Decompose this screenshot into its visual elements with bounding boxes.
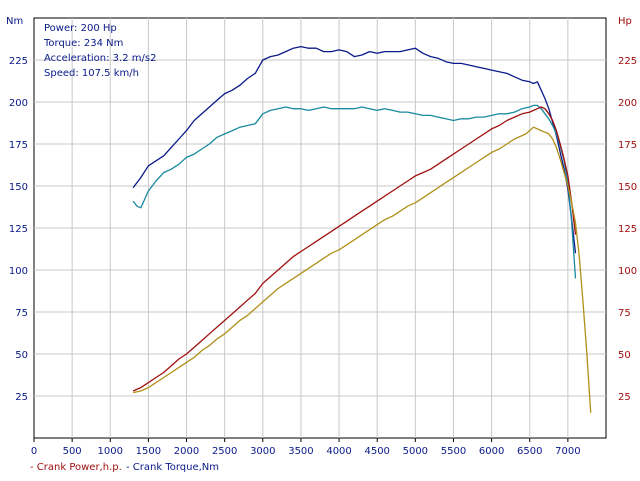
y-tick-label-right: 50 [618, 350, 631, 361]
legend: - Crank Power,h.p. - Crank Torque,Nm [30, 462, 219, 473]
series-line-0 [132, 45, 577, 254]
info-torque: Torque: 234 Nm [43, 38, 123, 49]
x-tick-label: 6500 [517, 446, 542, 457]
info-box: Power: 200 Hp Torque: 234 Nm Acceleratio… [43, 23, 156, 79]
y-tick-label-right: 25 [618, 392, 631, 403]
y-tick-label-left: 25 [15, 392, 28, 403]
y-tick-label-left: 175 [9, 140, 28, 151]
axis-ticks: 0 500 1000 1500 2000 2500 3000 3500 4000 4500 5000… [9, 56, 637, 457]
legend-crank-torque: - Crank Torque,Nm [126, 462, 219, 473]
y-tick-label-left: 75 [15, 308, 28, 319]
series-line-3 [132, 126, 592, 413]
y-tick-label-right: 225 [618, 56, 637, 67]
y-tick-label-left: 50 [15, 350, 28, 361]
x-tick-label: 5000 [403, 446, 428, 457]
y-tick-label-right: 175 [618, 140, 637, 151]
x-tick-label: 6000 [479, 446, 504, 457]
series-line-1 [132, 104, 577, 279]
y-tick-label-left: 225 [9, 56, 28, 67]
x-tick-label: 2500 [212, 446, 237, 457]
x-tick-label: 3500 [288, 446, 313, 457]
y-tick-label-left: 125 [9, 224, 28, 235]
y-tick-label-right: 100 [618, 266, 637, 277]
info-power: Power: 200 Hp [44, 23, 117, 34]
x-tick-label: 5500 [441, 446, 466, 457]
legend-crank-power: - Crank Power,h.p. [30, 462, 122, 473]
series-group [132, 45, 592, 413]
y-tick-label-right: 125 [618, 224, 637, 235]
x-tick-label: 4500 [364, 446, 389, 457]
x-tick-label: 1000 [98, 446, 123, 457]
right-axis-unit: Hp [618, 16, 632, 27]
info-speed: Speed: 107.5 km/h [44, 68, 139, 79]
y-tick-label-left: 150 [9, 182, 28, 193]
y-tick-label-left: 200 [9, 98, 28, 109]
series-line-2 [132, 106, 577, 392]
y-tick-label-right: 150 [618, 182, 637, 193]
x-tick-label: 4000 [326, 446, 351, 457]
grid [34, 18, 606, 438]
x-tick-label: 500 [63, 446, 82, 457]
info-acceleration: Acceleration: 3.2 m/s2 [44, 53, 156, 64]
x-tick-label: 2000 [174, 446, 199, 457]
x-tick-label: 3000 [250, 446, 275, 457]
y-tick-label-right: 75 [618, 308, 631, 319]
x-tick-label: 1500 [136, 446, 161, 457]
left-axis-unit: Nm [6, 16, 23, 27]
x-tick-label: 7000 [555, 446, 580, 457]
y-tick-label-left: 100 [9, 266, 28, 277]
x-tick-label: 0 [31, 446, 37, 457]
y-tick-label-right: 200 [618, 98, 637, 109]
